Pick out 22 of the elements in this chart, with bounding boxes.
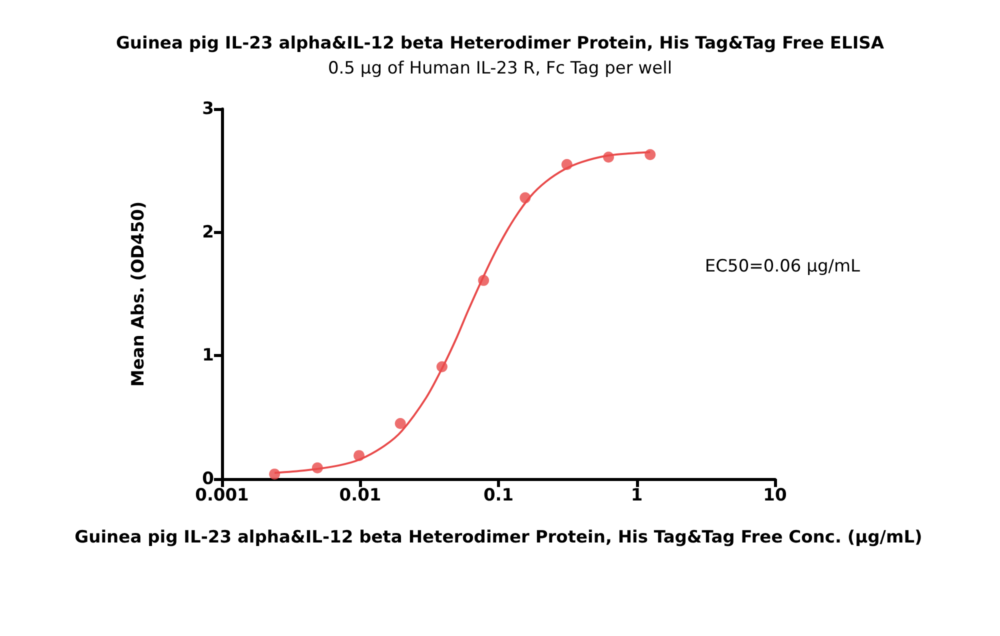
point [312, 462, 323, 474]
y-axis-title: Mean Abs. (OD450) [128, 201, 148, 387]
y-tick-label: 2 [202, 222, 214, 242]
x-axis-title: Guinea pig IL-23 alpha&IL-12 beta Heterodimer Protein, His Tag&Tag Free Conc. (µg/mL) [74, 528, 922, 548]
x-tick-label: 0.01 [339, 486, 382, 506]
x-tick-label: 10 [763, 486, 787, 506]
chart-subtitle: 0.5 µg of Human IL-23 R, Fc Tag per well [328, 58, 672, 78]
x-tick-label: 0.1 [483, 486, 514, 506]
point [520, 192, 531, 204]
x-tick-label: 1 [630, 486, 643, 506]
y-tick-label: 1 [202, 346, 214, 366]
chart-title: Guinea pig IL-23 alpha&IL-12 beta Heterodimer Protein, His Tag&Tag Free ELISA [116, 34, 885, 54]
y-tick-label: 3 [202, 99, 214, 119]
point [354, 450, 365, 462]
point [561, 159, 572, 170]
point [394, 418, 406, 429]
point [436, 361, 448, 372]
point [269, 468, 280, 480]
point [478, 274, 490, 286]
point [644, 149, 656, 160]
annotation: EC50=0.06 µg/mL [704, 256, 861, 276]
point [603, 152, 614, 163]
